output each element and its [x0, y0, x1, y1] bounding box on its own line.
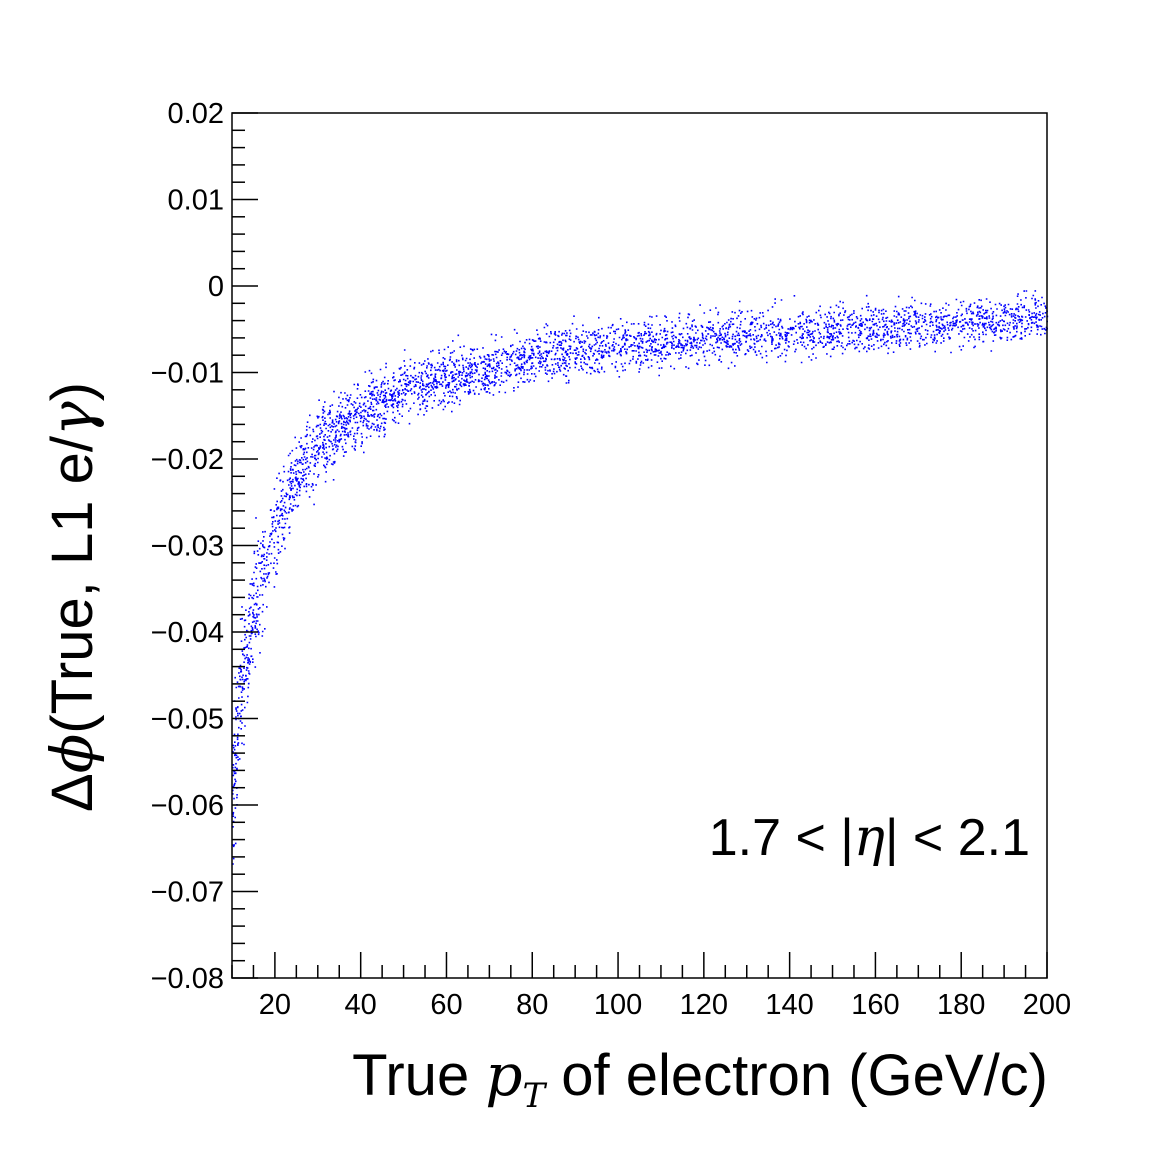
- y-axis-title: Δϕ(True, L1 e/γ): [38, 382, 106, 812]
- y-tick-label: −0.04: [151, 617, 224, 649]
- x-tick-label: 180: [937, 989, 985, 1021]
- x-tick-label: 100: [594, 989, 642, 1021]
- y-tick-label: 0: [208, 271, 224, 303]
- x-tick-label: 80: [516, 989, 548, 1021]
- y-tick-label: −0.06: [151, 790, 224, 822]
- x-tick-label: 200: [1023, 989, 1071, 1021]
- y-tick-label: −0.07: [151, 877, 224, 909]
- x-tick-label: 160: [851, 989, 899, 1021]
- y-tick-label: −0.02: [151, 444, 224, 476]
- eta-range-annotation: 1.7 < |η| < 2.1: [709, 808, 1030, 868]
- x-tick-label: 120: [680, 989, 728, 1021]
- x-tick-label: 140: [765, 989, 813, 1021]
- y-tick-label: 0.01: [168, 185, 224, 217]
- y-axis: 0.02 0.01 0 −0.01 −0.02 −0.03 −0.04 −0.05 −0.06 −…: [151, 98, 258, 995]
- y-tick-label: −0.08: [151, 963, 224, 995]
- scatter-points: [232, 290, 1049, 865]
- x-axis-title: True pT of electron (GeV/c): [352, 1041, 1048, 1116]
- y-tick-label: 0.02: [168, 98, 224, 130]
- y-tick-label: −0.03: [151, 531, 224, 563]
- x-axis: 20 40 60 80 100 120 140 160 180 200: [231, 952, 1071, 1021]
- x-tick-label: 40: [345, 989, 377, 1021]
- data-points: [232, 290, 1049, 865]
- x-tick-label: 20: [259, 989, 291, 1021]
- x-tick-label: 60: [430, 989, 462, 1021]
- y-tick-label: −0.01: [151, 358, 224, 390]
- y-tick-label: −0.05: [151, 704, 224, 736]
